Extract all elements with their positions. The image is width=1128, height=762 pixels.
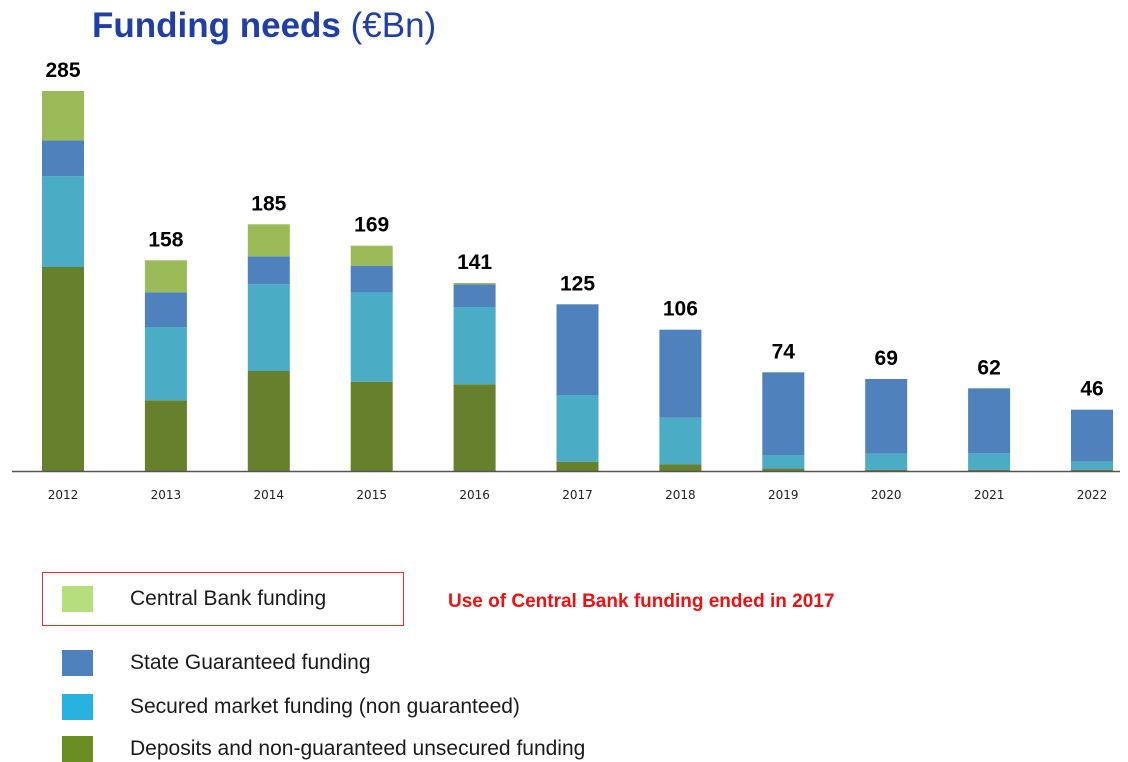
chart-title-main: Funding needs (92, 6, 341, 45)
bar-segment-state-guaranteed-2019 (762, 372, 805, 455)
bar-segment-deposits-2022 (1071, 469, 1113, 471)
total-label-2015: 169 (354, 214, 389, 237)
total-label-2016: 141 (457, 251, 492, 274)
bar-segment-deposits-2016 (453, 384, 496, 471)
total-label-2018: 106 (663, 298, 698, 321)
total-label-2019: 74 (772, 340, 796, 363)
bar-segment-deposits-2017 (556, 461, 599, 471)
x-tick-label-2022: 2022 (1077, 488, 1108, 502)
total-label-2013: 158 (148, 228, 183, 251)
x-tick-label-2014: 2014 (254, 488, 285, 502)
x-tick-label-2013: 2013 (151, 488, 182, 502)
bar-segment-deposits-2019 (762, 468, 805, 471)
bar-segment-secured-market-2019 (762, 455, 805, 469)
total-label-2020: 69 (875, 347, 898, 370)
x-tick-label-2016: 2016 (459, 488, 490, 502)
chart-title-unit: (€Bn) (350, 6, 437, 45)
bar-segment-deposits-2021 (968, 469, 1011, 471)
legend-item-state-guaranteed: State Guaranteed funding (62, 650, 371, 676)
legend-swatch-deposits (62, 736, 93, 762)
bar-segment-deposits-2013 (144, 400, 187, 471)
chart-title: Funding needs (€Bn) (92, 6, 436, 46)
bar-segment-secured-market-2012 (42, 176, 84, 267)
total-label-2014: 185 (251, 192, 286, 215)
bar-segment-state-guaranteed-2017 (556, 304, 599, 395)
bar-segment-state-guaranteed-2021 (968, 388, 1011, 454)
bar-segment-state-guaranteed-2015 (350, 265, 393, 293)
bar-segment-secured-market-2018 (659, 417, 702, 465)
total-label-2012: 285 (45, 59, 80, 82)
legend-label-state-guaranteed: State Guaranteed funding (130, 651, 371, 674)
bar-segment-deposits-2015 (350, 381, 393, 471)
x-tick-label-2020: 2020 (871, 488, 902, 502)
total-label-2022: 46 (1080, 378, 1103, 401)
legend-swatch-central-bank (62, 586, 93, 612)
bar-segment-state-guaranteed-2014 (247, 256, 290, 285)
x-tick-label-2012: 2012 (48, 488, 79, 502)
total-label-2017: 125 (560, 272, 595, 295)
bar-segment-central-bank-2016 (453, 283, 496, 285)
legend-item-deposits: Deposits and non-guaranteed unsecured fu… (62, 736, 585, 762)
bar-segment-secured-market-2017 (556, 395, 599, 462)
bar-segment-state-guaranteed-2012 (42, 140, 84, 177)
bar-segment-deposits-2012 (42, 267, 84, 471)
bar-segment-state-guaranteed-2016 (453, 284, 496, 307)
bar-segment-secured-market-2021 (968, 453, 1011, 470)
bar-segment-central-bank-2014 (247, 224, 290, 257)
legend-swatch-secured-market (62, 694, 93, 720)
bar-segment-secured-market-2014 (247, 284, 290, 371)
bar-segment-secured-market-2016 (453, 307, 496, 385)
legend-item-central-bank: Central Bank funding (62, 586, 326, 612)
legend-label-secured-market: Secured market funding (non guaranteed) (130, 695, 520, 718)
x-tick-label-2015: 2015 (356, 488, 387, 502)
bar-segment-state-guaranteed-2018 (659, 329, 702, 418)
x-tick-label-2019: 2019 (768, 488, 799, 502)
legend-label-central-bank: Central Bank funding (130, 587, 327, 610)
x-tick-label-2017: 2017 (562, 488, 593, 502)
legend-item-secured-market: Secured market funding (non guaranteed) (62, 694, 520, 720)
bar-segment-secured-market-2015 (350, 292, 393, 382)
total-label-2021: 62 (977, 356, 1000, 379)
legend-swatch-state-guaranteed (62, 650, 93, 676)
bar-segment-central-bank-2013 (144, 260, 187, 293)
x-tick-label-2021: 2021 (974, 488, 1005, 502)
bar-segment-deposits-2014 (247, 371, 290, 471)
bar-segment-state-guaranteed-2013 (144, 292, 187, 327)
bar-segment-secured-market-2013 (144, 327, 187, 401)
bar-segment-secured-market-2020 (865, 453, 908, 470)
x-tick-label-2018: 2018 (665, 488, 696, 502)
bar-segment-secured-market-2022 (1071, 461, 1113, 470)
bar-segment-deposits-2020 (865, 469, 908, 471)
bar-segment-central-bank-2015 (350, 245, 393, 266)
bar-segment-central-bank-2012 (42, 91, 84, 141)
bar-segment-state-guaranteed-2022 (1071, 409, 1113, 462)
bar-segment-deposits-2018 (659, 464, 702, 471)
legend-label-deposits: Deposits and non-guaranteed unsecured fu… (130, 737, 586, 760)
bar-segment-state-guaranteed-2020 (865, 379, 908, 454)
